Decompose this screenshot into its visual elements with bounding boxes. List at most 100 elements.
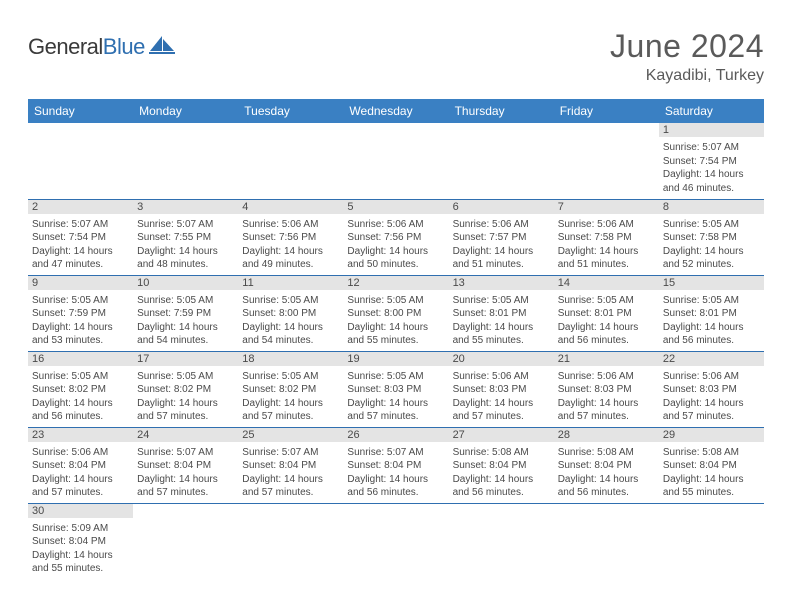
day-number: 9 (28, 276, 133, 290)
sunrise-line: Sunrise: 5:05 AM (663, 294, 760, 308)
day-details: Sunrise: 5:06 AMSunset: 8:04 PMDaylight:… (28, 444, 133, 502)
sunrise-line: Sunrise: 5:08 AM (558, 446, 655, 460)
sunset-line: Sunset: 8:04 PM (32, 535, 129, 549)
calendar-cell: 15 Sunrise: 5:05 AMSunset: 8:01 PMDayligh… (659, 275, 764, 351)
daylight-line: Daylight: 14 hours and 48 minutes. (137, 245, 234, 272)
sunrise-line: Sunrise: 5:06 AM (347, 218, 444, 232)
sunrise-line: Sunrise: 5:06 AM (558, 370, 655, 384)
calendar-cell: 12Sunrise: 5:05 AMSunset: 8:00 PMDayligh… (343, 275, 448, 351)
daylight-line: Daylight: 14 hours and 46 minutes. (663, 168, 760, 195)
calendar-cell: 29Sunrise: 5:08 AMSunset: 8:04 PMDayligh… (659, 427, 764, 503)
sunset-line: Sunset: 8:04 PM (137, 459, 234, 473)
sunset-line: Sunset: 7:54 PM (663, 155, 760, 169)
sunrise-line: Sunrise: 5:07 AM (242, 446, 339, 460)
daylight-line: Daylight: 14 hours and 57 minutes. (137, 473, 234, 500)
daylight-line: Daylight: 14 hours and 51 minutes. (558, 245, 655, 272)
day-number: 15 (659, 276, 764, 290)
sunset-line: Sunset: 8:03 PM (558, 383, 655, 397)
month-title: June 2024 (610, 28, 764, 65)
day-details: Sunrise: 5:05 AMSunset: 8:00 PMDaylight:… (238, 292, 343, 350)
daylight-line: Daylight: 14 hours and 57 minutes. (32, 473, 129, 500)
day-details: Sunrise: 5:05 AMSunset: 8:01 PMDaylight:… (554, 292, 659, 350)
sunrise-line: Sunrise: 5:05 AM (32, 294, 129, 308)
day-number: 20 (449, 352, 554, 366)
day-number: 10 (133, 276, 238, 290)
sunrise-line: Sunrise: 5:05 AM (453, 294, 550, 308)
day-details: Sunrise: 5:06 AMSunset: 7:57 PMDaylight:… (449, 216, 554, 274)
sunrise-line: Sunrise: 5:07 AM (137, 218, 234, 232)
calendar-row: 30Sunrise: 5:09 AMSunset: 8:04 PMDayligh… (28, 503, 764, 579)
day-details: Sunrise: 5:05 AMSunset: 8:01 PMDaylight:… (659, 292, 764, 350)
day-details: Sunrise: 5:07 AMSunset: 7:54 PMDaylight:… (28, 216, 133, 274)
sunrise-line: Sunrise: 5:05 AM (32, 370, 129, 384)
day-details: Sunrise: 5:09 AMSunset: 8:04 PMDaylight:… (28, 520, 133, 578)
daylight-line: Daylight: 14 hours and 56 minutes. (347, 473, 444, 500)
logo-sail-icon (149, 35, 175, 60)
day-details: Sunrise: 5:06 AMSunset: 8:03 PMDaylight:… (449, 368, 554, 426)
calendar-cell-empty (554, 503, 659, 579)
sunrise-line: Sunrise: 5:09 AM (32, 522, 129, 536)
day-number: 5 (343, 200, 448, 214)
daylight-line: Daylight: 14 hours and 49 minutes. (242, 245, 339, 272)
day-details: Sunrise: 5:08 AMSunset: 8:04 PMDaylight:… (449, 444, 554, 502)
calendar-cell: 28Sunrise: 5:08 AMSunset: 8:04 PMDayligh… (554, 427, 659, 503)
day-details: Sunrise: 5:06 AMSunset: 7:56 PMDaylight:… (343, 216, 448, 274)
sunrise-line: Sunrise: 5:05 AM (347, 370, 444, 384)
day-details: Sunrise: 5:07 AMSunset: 8:04 PMDaylight:… (133, 444, 238, 502)
calendar-cell: 6 Sunrise: 5:06 AMSunset: 7:57 PMDaylight… (449, 199, 554, 275)
sunset-line: Sunset: 8:04 PM (347, 459, 444, 473)
weekday-header: Saturday (659, 99, 764, 123)
calendar-cell: 7Sunrise: 5:06 AMSunset: 7:58 PMDaylight… (554, 199, 659, 275)
sunrise-line: Sunrise: 5:05 AM (242, 370, 339, 384)
day-number: 6 (449, 200, 554, 214)
calendar-cell: 27 Sunrise: 5:08 AMSunset: 8:04 PMDayligh… (449, 427, 554, 503)
calendar-cell: 17Sunrise: 5:05 AMSunset: 8:02 PMDayligh… (133, 351, 238, 427)
sunrise-line: Sunrise: 5:05 AM (347, 294, 444, 308)
sunset-line: Sunset: 7:54 PM (32, 231, 129, 245)
sunset-line: Sunset: 8:04 PM (558, 459, 655, 473)
calendar-cell-empty (449, 503, 554, 579)
sunrise-line: Sunrise: 5:06 AM (558, 218, 655, 232)
sunset-line: Sunset: 7:56 PM (347, 231, 444, 245)
sunset-line: Sunset: 8:00 PM (242, 307, 339, 321)
calendar-row: 2Sunrise: 5:07 AMSunset: 7:54 PMDaylight… (28, 199, 764, 275)
daylight-line: Daylight: 14 hours and 54 minutes. (242, 321, 339, 348)
logo-text-blue: Blue (103, 34, 145, 59)
daylight-line: Daylight: 14 hours and 53 minutes. (32, 321, 129, 348)
sunset-line: Sunset: 8:01 PM (453, 307, 550, 321)
sunrise-line: Sunrise: 5:08 AM (663, 446, 760, 460)
calendar-cell: 24 Sunrise: 5:07 AMSunset: 8:04 PMDayligh… (133, 427, 238, 503)
calendar-row: 16 Sunrise: 5:05 AMSunset: 8:02 PMDayligh… (28, 351, 764, 427)
sunset-line: Sunset: 7:59 PM (137, 307, 234, 321)
daylight-line: Daylight: 14 hours and 57 minutes. (558, 397, 655, 424)
daylight-line: Daylight: 14 hours and 57 minutes. (137, 397, 234, 424)
day-details: Sunrise: 5:06 AMSunset: 8:03 PMDaylight:… (554, 368, 659, 426)
day-details: Sunrise: 5:07 AMSunset: 8:04 PMDaylight:… (343, 444, 448, 502)
daylight-line: Daylight: 14 hours and 47 minutes. (32, 245, 129, 272)
day-details: Sunrise: 5:05 AMSunset: 8:02 PMDaylight:… (28, 368, 133, 426)
day-number: 29 (659, 428, 764, 442)
day-number: 2 (28, 200, 133, 214)
sunset-line: Sunset: 7:58 PM (663, 231, 760, 245)
day-number: 24 (133, 428, 238, 442)
sunrise-line: Sunrise: 5:07 AM (663, 141, 760, 155)
daylight-line: Daylight: 14 hours and 55 minutes. (347, 321, 444, 348)
day-number: 16 (28, 352, 133, 366)
logo-text-general: General (28, 34, 103, 59)
sunset-line: Sunset: 8:04 PM (242, 459, 339, 473)
day-number: 25 (238, 428, 343, 442)
day-details: Sunrise: 5:05 AMSunset: 7:58 PMDaylight:… (659, 216, 764, 274)
day-details: Sunrise: 5:07 AMSunset: 7:54 PMDaylight:… (659, 139, 764, 197)
calendar-cell: 21Sunrise: 5:06 AMSunset: 8:03 PMDayligh… (554, 351, 659, 427)
sunset-line: Sunset: 7:59 PM (32, 307, 129, 321)
sunset-line: Sunset: 8:04 PM (453, 459, 550, 473)
day-number: 4 (238, 200, 343, 214)
sunrise-line: Sunrise: 5:05 AM (137, 294, 234, 308)
day-number: 28 (554, 428, 659, 442)
day-number: 22 (659, 352, 764, 366)
day-number: 27 (449, 428, 554, 442)
calendar-table: SundayMondayTuesdayWednesdayThursdayFrid… (28, 99, 764, 579)
calendar-cell: 13Sunrise: 5:05 AMSunset: 8:01 PMDayligh… (449, 275, 554, 351)
weekday-header: Wednesday (343, 99, 448, 123)
calendar-cell: 2 Sunrise: 5:07 AMSunset: 7:54 PMDaylight… (28, 199, 133, 275)
